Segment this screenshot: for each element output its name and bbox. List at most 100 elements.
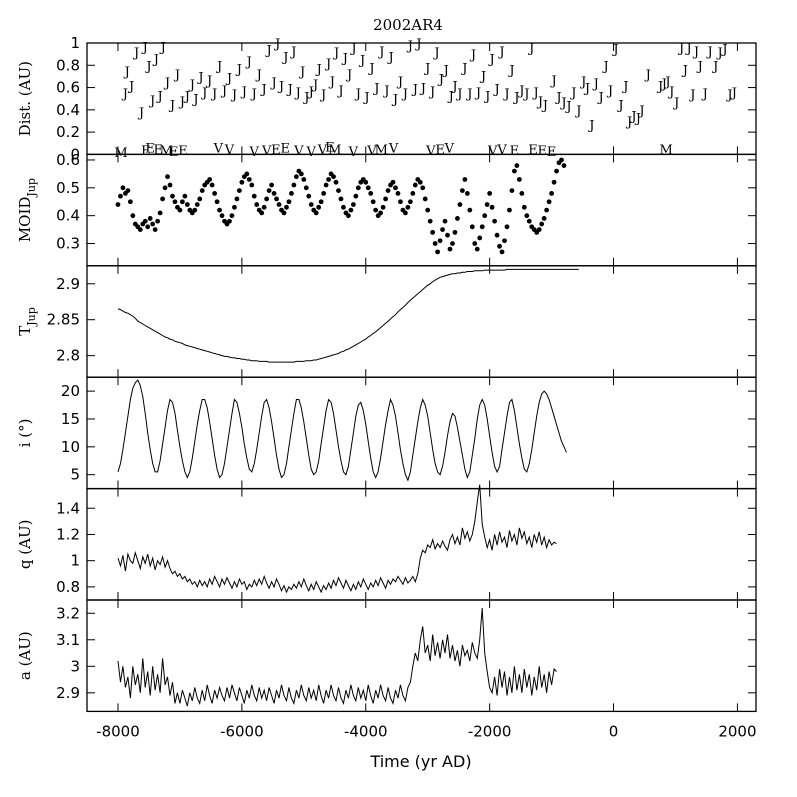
inclination-series-line	[117, 379, 567, 482]
panel-tisserand: 2.8 2.85 2.9 TJup	[16, 265, 757, 378]
encounter-marker: J	[711, 59, 718, 74]
moid-point	[336, 188, 341, 194]
moid-point	[172, 199, 178, 205]
encounter-marker: J	[191, 93, 198, 108]
moid-point	[155, 218, 161, 224]
y-tick-label: 1.2	[56, 525, 80, 543]
encounter-marker: J	[512, 90, 519, 105]
y-tick-label: 0.3	[56, 235, 80, 253]
encounter-marker: J	[127, 79, 134, 94]
encounter-marker: J	[492, 83, 499, 98]
moid-point	[378, 210, 384, 216]
encounter-marker: J	[137, 106, 144, 121]
moid-point	[115, 202, 121, 207]
encounter-marker: J	[601, 59, 608, 74]
encounter-marker: J	[460, 62, 467, 77]
moid-point	[355, 185, 361, 191]
encounter-marker: J	[382, 84, 389, 99]
encounter-marker: V	[388, 142, 399, 157]
moid-point	[192, 207, 198, 213]
encounter-marker: J	[660, 77, 667, 92]
moid-point	[236, 188, 242, 194]
encounter-marker: J	[706, 45, 713, 60]
encounter-marker: J	[574, 104, 581, 119]
moid-point	[541, 216, 547, 221]
moid-point	[474, 246, 480, 252]
y-axis-label-text: a (AU)	[16, 631, 34, 680]
moid-point	[477, 235, 483, 241]
encounter-marker: J	[497, 45, 504, 60]
encounter-marker: J	[488, 53, 495, 68]
moid-point	[286, 199, 292, 205]
encounter-marker: J	[483, 89, 490, 104]
encounter-marker: J	[667, 85, 674, 100]
semimajor-series-line	[117, 607, 557, 707]
encounter-marker: J	[517, 84, 524, 99]
moid-point	[514, 163, 520, 168]
y-tick-label: 1	[70, 552, 80, 570]
encounter-marker: J	[123, 65, 130, 80]
encounter-marker: J	[260, 83, 267, 98]
moid-point	[499, 249, 505, 255]
encounter-marker: V	[306, 145, 317, 160]
encounter-marker: E	[145, 142, 155, 157]
y-tick-label: 1.4	[56, 499, 80, 517]
y-tick-label: 2.9	[56, 684, 80, 702]
encounter-marker: J	[455, 87, 462, 102]
encounter-marker: J	[428, 85, 435, 100]
encounter-marker: J	[307, 85, 314, 100]
encounter-marker: J	[286, 83, 293, 98]
y-axis-label: i (°)	[16, 419, 34, 448]
moid-point	[536, 227, 542, 232]
moid-point	[462, 177, 468, 182]
moid-point	[427, 218, 433, 224]
encounter-marker: E	[271, 143, 281, 158]
y-axis-label-text: T	[16, 326, 34, 336]
moid-point	[254, 202, 260, 207]
encounter-marker: J	[432, 46, 439, 61]
encounter-marker: J	[527, 41, 534, 56]
encounter-marker: J	[692, 45, 699, 60]
moid-point	[417, 179, 423, 185]
y-tick-label: 0.5	[56, 179, 80, 197]
moid-point	[526, 218, 532, 224]
y-tick-label: 15	[61, 410, 80, 428]
encounter-marker: J	[336, 84, 343, 99]
moid-point	[162, 185, 168, 191]
x-tick-label: -8000	[96, 722, 140, 740]
moid-point	[407, 199, 413, 205]
moid-point	[150, 221, 156, 227]
encounter-marker: J	[328, 75, 335, 90]
moid-point	[370, 199, 376, 205]
y-axis-label: a (AU)	[16, 631, 34, 680]
encounter-marker: J	[554, 90, 561, 105]
panel-inclination: 5 10 15 20 i (°)	[16, 376, 757, 490]
moid-point	[549, 190, 554, 196]
encounter-marker: J	[235, 63, 242, 78]
encounter-marker: J	[592, 77, 599, 92]
panel-semimajor: 2.9 3 3.1 3.2 a (AU)	[16, 599, 757, 713]
encounter-marker: J	[273, 37, 280, 52]
y-tick-label: 2.85	[47, 311, 80, 329]
encounter-marker: J	[240, 85, 247, 100]
encounter-marker: E	[153, 143, 163, 158]
encounter-marker: J	[701, 87, 708, 102]
moid-point	[412, 182, 418, 188]
encounter-marker: J	[132, 46, 139, 61]
encounter-marker: E	[325, 141, 335, 156]
x-axis-label: Time (yr AD)	[369, 752, 471, 771]
encounter-marker: J	[387, 50, 394, 65]
encounter-marker: J	[200, 86, 207, 101]
encounter-marker: J	[367, 62, 374, 77]
moid-point	[467, 207, 473, 213]
y-tick-label: 10	[61, 438, 80, 456]
encounter-marker: J	[447, 89, 454, 104]
y-axis-label-text: MOID	[16, 197, 34, 243]
moid-point	[447, 246, 453, 252]
encounter-marker: J	[362, 90, 369, 105]
x-axis: -8000 -6000 -4000 -2000 0 2000	[96, 722, 756, 740]
encounter-marker: J	[377, 45, 384, 60]
encounter-marker: J	[349, 41, 356, 56]
moid-point	[435, 249, 441, 255]
